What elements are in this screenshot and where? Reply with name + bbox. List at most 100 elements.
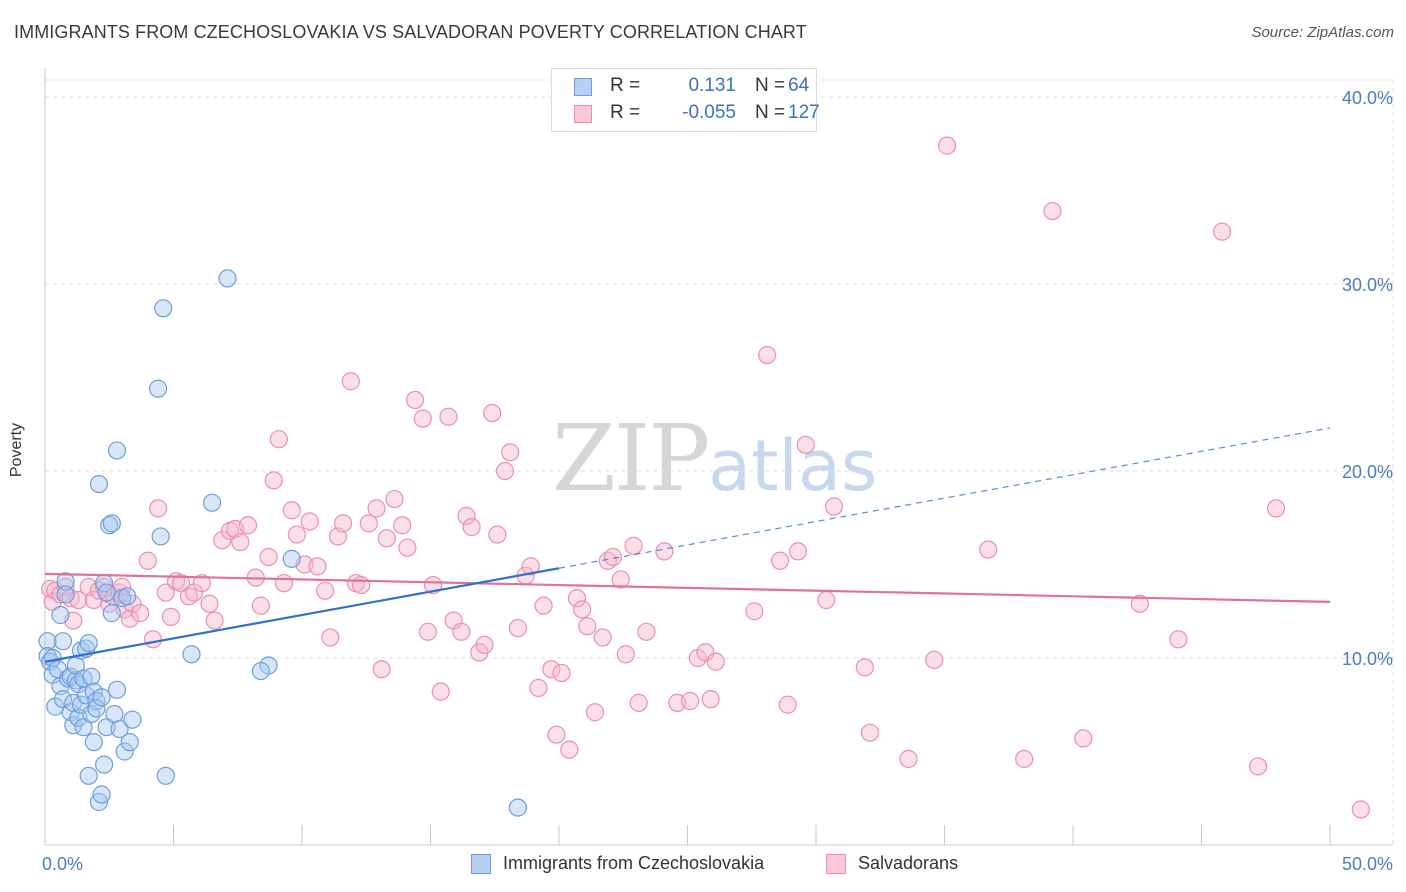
salvadoran-point: [192, 574, 211, 593]
czechoslovakia-point: [53, 632, 73, 651]
czechoslovakia-point: [79, 633, 98, 653]
salvadoran-point: [637, 622, 656, 641]
salvadoran-point: [1074, 729, 1093, 748]
czechoslovakia-point: [97, 583, 116, 602]
czechoslovakia-point: [38, 632, 57, 651]
salvadoran-point: [143, 630, 163, 649]
salvadoran-point: [393, 516, 412, 535]
salvadoran-point: [483, 403, 502, 423]
salvadoran-point: [758, 345, 777, 365]
salvadoran-point: [547, 725, 566, 744]
czechoslovakia-point: [182, 645, 201, 664]
czechoslovakia-trend-extension: [558, 427, 1331, 569]
salvadoran-point: [680, 691, 700, 711]
y-tick-label: 20.0%: [1342, 462, 1393, 482]
legend-label: Immigrants from Czechoslovakia: [503, 853, 765, 873]
series-legend: Immigrants from Czechoslovakia Salvadora…: [0, 852, 1406, 878]
salvadoran-point: [706, 652, 725, 671]
salvadoran-point: [130, 604, 150, 623]
czechoslovakia-point: [56, 585, 75, 604]
czechoslovakia-point: [87, 699, 106, 718]
czechoslovakia-point: [95, 755, 114, 774]
x-tick-label: 0.0%: [42, 854, 83, 874]
czechoslovakia-point: [282, 549, 301, 568]
salvadoran-point: [300, 512, 319, 531]
salvadoran-point: [138, 551, 157, 570]
salvadoran-point: [161, 607, 181, 626]
czechoslovakia-point: [251, 661, 270, 681]
czechoslovakia-point: [102, 604, 121, 623]
salvadoran-point: [316, 581, 335, 600]
salvadoran-point: [542, 660, 561, 679]
czechoslovakia-point: [148, 379, 168, 398]
legend-swatch-pink: [574, 105, 592, 123]
salvadoran-point: [567, 589, 587, 608]
salvadoran-point: [1015, 749, 1034, 769]
chart-title: IMMIGRANTS FROM CZECHOSLOVAKIA VS SALVAD…: [14, 22, 807, 42]
salvadoran-point: [629, 693, 648, 712]
salvadoran-point: [457, 506, 476, 525]
czechoslovakia-point: [82, 667, 101, 686]
czechoslovakia-point: [508, 798, 527, 817]
salvadorans-points: [41, 136, 1370, 819]
salvadoran-point: [1212, 222, 1232, 241]
salvadoran-point: [1266, 499, 1286, 518]
salvadoran-point: [860, 723, 880, 742]
legend-r-value: -0.055: [682, 102, 736, 123]
legend-r-value: 0.131: [688, 75, 736, 96]
legend-n-value: 127: [788, 102, 820, 123]
salvadoran-point: [462, 517, 481, 537]
salvadoran-point: [855, 658, 874, 677]
salvadoran-point: [120, 609, 139, 628]
salvadoran-point: [817, 590, 836, 610]
salvadoran-point: [611, 570, 630, 589]
legend-r-label: R =: [610, 75, 641, 96]
salvadoran-point: [696, 643, 715, 662]
czechoslovakia-point: [92, 688, 111, 707]
salvadoran-point: [56, 577, 75, 597]
czechoslovakia-trend-line: [44, 567, 560, 663]
czechoslovakia-point: [107, 680, 127, 699]
salvadoran-point: [405, 390, 425, 410]
salvadoran-point: [937, 136, 957, 155]
czechoslovakia-point: [115, 742, 134, 761]
tick-labels: 10.0% 20.0% 30.0% 40.0% 0.0% 50.0%: [42, 88, 1393, 874]
salvadoran-point: [552, 663, 571, 683]
czechoslovakia-point: [79, 766, 98, 785]
axes: [44, 68, 1393, 846]
salvadoran-point: [341, 372, 360, 391]
czechoslovakia-point: [89, 474, 109, 494]
czechoslovakia-point: [100, 516, 119, 535]
salvadoran-point: [352, 575, 371, 595]
legend-swatch-blue: [574, 78, 592, 96]
salvadoran-point: [321, 628, 340, 647]
czechoslovakia-point: [102, 514, 121, 533]
legend-r-label: R =: [610, 102, 641, 123]
x-tick-label: 50.0%: [1342, 854, 1393, 874]
salvadoran-point: [585, 703, 605, 722]
watermark-atlas: atlas: [708, 425, 878, 507]
salvadoran-point: [701, 690, 720, 709]
salvadoran-point: [745, 602, 764, 621]
salvadoran-point: [334, 514, 353, 533]
legend-label: Salvadorans: [858, 853, 959, 873]
salvadoran-point: [573, 600, 592, 619]
salvadoran-point: [439, 407, 458, 426]
salvadorans-trend-line: [44, 572, 1331, 603]
salvadoran-point: [282, 501, 301, 520]
y-tick-label: 30.0%: [1342, 275, 1393, 295]
salvadoran-point: [603, 547, 623, 567]
salvadoran-point: [778, 695, 797, 714]
legend-n-label: N =: [755, 102, 786, 123]
salvadoran-point: [184, 583, 204, 602]
salvadoran-point: [1169, 630, 1188, 649]
salvadoran-point: [452, 622, 471, 641]
czechoslovakia-point: [118, 587, 137, 606]
czechoslovakia-point: [202, 493, 222, 512]
salvadoran-point: [624, 536, 643, 555]
salvadoran-point: [616, 645, 635, 664]
salvadoran-point: [413, 409, 432, 428]
czechoslovakia-point: [151, 527, 170, 546]
salvadoran-point: [508, 618, 527, 638]
